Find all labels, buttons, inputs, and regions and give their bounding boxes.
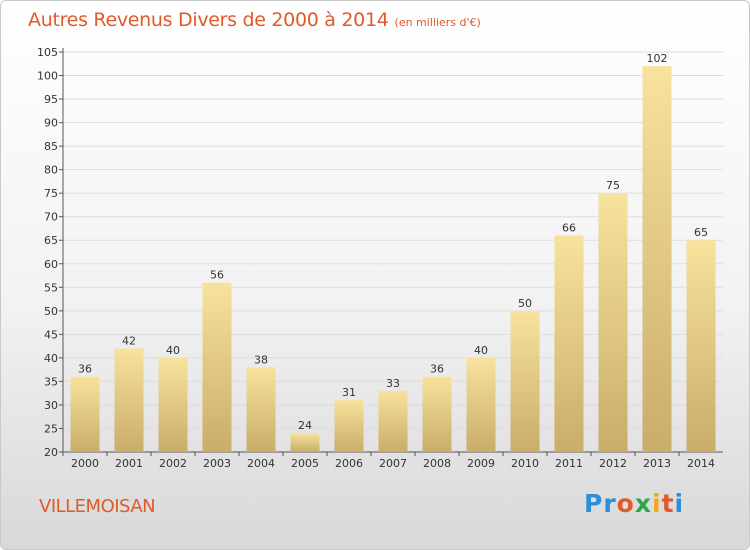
- value-label-2006: 31: [342, 386, 356, 399]
- x-tick-label-2008: 2008: [423, 457, 451, 470]
- proxiti-logo: Proxiti: [584, 489, 684, 518]
- value-label-2005: 24: [298, 419, 312, 432]
- logo-letter: t: [661, 489, 675, 518]
- bar-2004: [246, 367, 276, 452]
- value-label-2000: 36: [78, 363, 92, 376]
- value-label-2001: 42: [122, 334, 136, 347]
- logo-letter: P: [584, 489, 604, 518]
- x-tick-label-2014: 2014: [687, 457, 715, 470]
- x-tick-label-2007: 2007: [379, 457, 407, 470]
- y-tick-label: 20: [44, 446, 58, 459]
- town-name: VILLEMOISAN: [39, 496, 156, 517]
- y-tick-label: 45: [44, 328, 58, 341]
- bar-2012: [598, 193, 628, 453]
- x-tick-label-2002: 2002: [159, 457, 187, 470]
- x-tick-label-2009: 2009: [467, 457, 495, 470]
- value-label-2011: 66: [562, 222, 576, 235]
- y-tick-label: 50: [44, 305, 58, 318]
- y-tick-label: 30: [44, 399, 58, 412]
- bar-2013: [642, 66, 672, 452]
- x-tick-label-2003: 2003: [203, 457, 231, 470]
- x-tick-label-2011: 2011: [555, 457, 583, 470]
- bar-2009: [466, 357, 496, 452]
- value-label-2003: 56: [210, 269, 224, 282]
- value-label-2013: 102: [647, 52, 668, 65]
- value-label-2002: 40: [166, 344, 180, 357]
- y-tick-label: 70: [44, 211, 58, 224]
- x-tick-label-2000: 2000: [71, 457, 99, 470]
- y-tick-label: 65: [44, 234, 58, 247]
- bar-2000: [70, 376, 100, 452]
- chart-title: Autres Revenus Divers de 2000 à 2014 (en …: [28, 9, 481, 31]
- bar-2007: [378, 390, 408, 452]
- y-tick-label: 100: [37, 70, 58, 83]
- logo-letter: i: [674, 489, 685, 518]
- bar-2011: [554, 235, 584, 452]
- bar-2010: [510, 310, 540, 452]
- x-tick-label-2013: 2013: [643, 457, 671, 470]
- logo-letter: o: [616, 489, 635, 518]
- y-tick-label: 75: [44, 187, 58, 200]
- y-tick-label: 25: [44, 422, 58, 435]
- bar-2001: [114, 348, 144, 452]
- chart-title-text: Autres Revenus Divers de 2000 à 2014: [28, 9, 389, 31]
- value-label-2004: 38: [254, 353, 268, 366]
- value-label-2009: 40: [474, 344, 488, 357]
- bar-2008: [422, 376, 452, 452]
- bar-2006: [334, 400, 364, 452]
- logo-letter: x: [634, 489, 652, 518]
- bar-2005: [290, 433, 320, 452]
- value-label-2012: 75: [606, 179, 620, 192]
- logo-letter: i: [652, 489, 662, 518]
- value-label-2007: 33: [386, 377, 400, 390]
- value-label-2014: 65: [694, 226, 708, 239]
- bar-2014: [686, 240, 716, 452]
- bar-2002: [158, 357, 188, 452]
- y-tick-label: 105: [37, 46, 58, 59]
- x-tick-label-2006: 2006: [335, 457, 363, 470]
- x-tick-label-2010: 2010: [511, 457, 539, 470]
- y-tick-label: 60: [44, 258, 58, 271]
- y-tick-label: 35: [44, 375, 58, 388]
- value-label-2008: 36: [430, 363, 444, 376]
- chart-unit: (en milliers d'€): [394, 16, 481, 29]
- y-tick-label: 55: [44, 281, 58, 294]
- x-tick-label-2004: 2004: [247, 457, 275, 470]
- x-tick-label-2012: 2012: [599, 457, 627, 470]
- logo-letter: r: [603, 489, 617, 518]
- value-label-2010: 50: [518, 297, 532, 310]
- y-tick-label: 90: [44, 117, 58, 130]
- y-tick-label: 95: [44, 93, 58, 106]
- y-tick-label: 85: [44, 140, 58, 153]
- x-tick-label-2001: 2001: [115, 457, 143, 470]
- y-tick-label: 40: [44, 352, 58, 365]
- bar-2003: [202, 282, 232, 452]
- y-tick-label: 80: [44, 164, 58, 177]
- x-tick-label-2005: 2005: [291, 457, 319, 470]
